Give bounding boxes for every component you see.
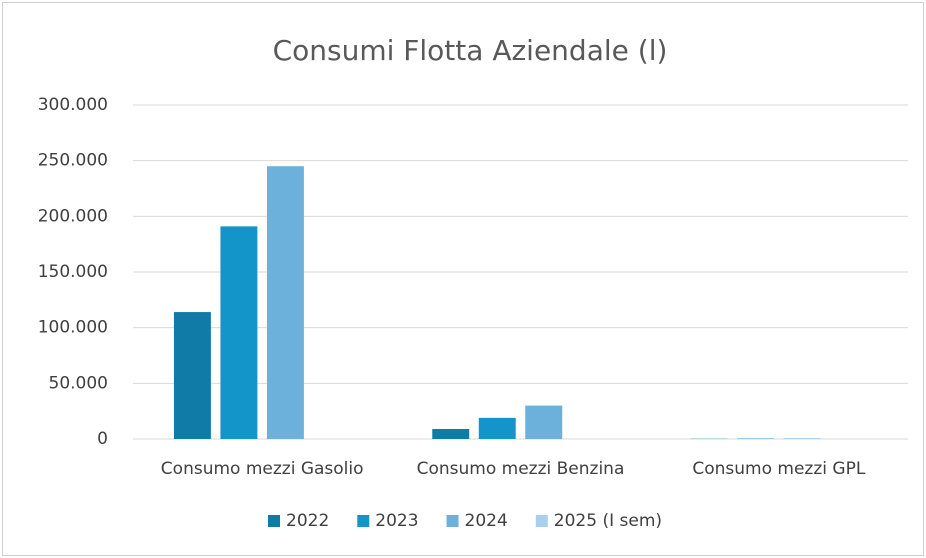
bar <box>266 166 304 439</box>
chart-title: Consumi Flotta Aziendale (l) <box>273 34 668 67</box>
legend-swatch <box>446 515 459 527</box>
bar <box>783 438 821 439</box>
x-tick-label: Consumo mezzi GPL <box>692 459 865 479</box>
y-tick-label: 50.000 <box>49 373 108 393</box>
y-tick-label: 0 <box>97 429 108 449</box>
bar <box>220 226 258 439</box>
legend-label: 2023 <box>375 511 418 531</box>
bar <box>173 312 211 439</box>
legend-swatch <box>268 515 280 527</box>
y-tick-label: 250.000 <box>38 151 108 171</box>
y-tick-label: 100.000 <box>38 318 108 338</box>
legend-label: 2024 <box>465 511 508 531</box>
x-tick-label: Consumo mezzi Benzina <box>417 459 625 479</box>
bar <box>525 405 563 439</box>
legend-label: 2022 <box>286 511 329 531</box>
x-tick-label: Consumo mezzi Gasolio <box>161 459 364 479</box>
y-tick-label: 150.000 <box>38 262 108 282</box>
legend-swatch <box>535 515 548 527</box>
legend-label: 2025 (I sem) <box>554 511 662 531</box>
legend-swatch <box>357 515 370 527</box>
y-tick-label: 300.000 <box>38 95 108 115</box>
y-tick-label: 200.000 <box>38 206 108 226</box>
bar <box>432 428 470 439</box>
bar <box>478 417 516 439</box>
